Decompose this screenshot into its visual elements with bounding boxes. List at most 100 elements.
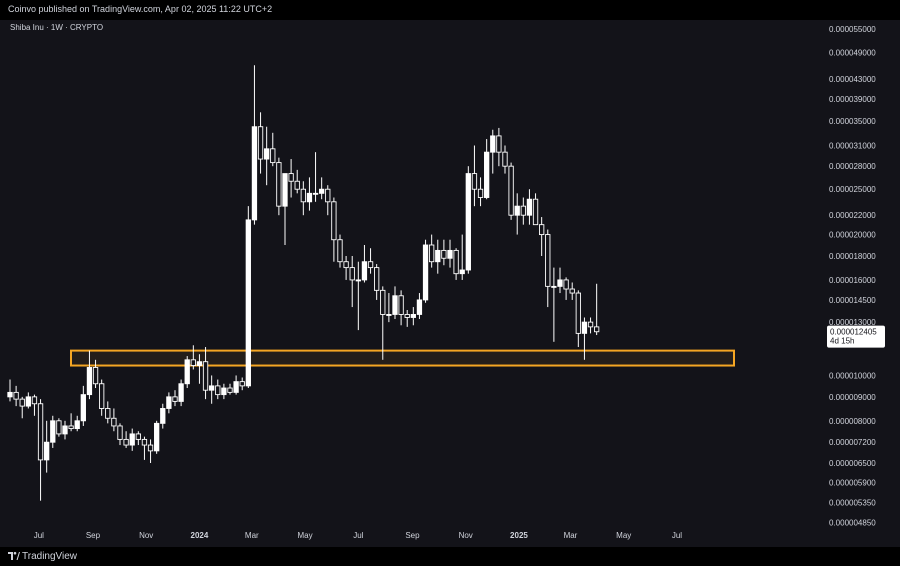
candle-body-up <box>196 361 203 366</box>
candle-body-down <box>270 148 276 164</box>
candle-body-up <box>264 148 270 160</box>
candle-body-up <box>435 249 441 263</box>
candle-body-down <box>172 396 178 402</box>
x-tick-label: Mar <box>245 531 259 540</box>
y-tick-label: 0.000013000 <box>829 318 876 327</box>
candle-body-up <box>44 441 50 461</box>
candle-body-up <box>178 383 184 402</box>
candle-body-down <box>477 188 484 198</box>
y-tick-label: 0.000055000 <box>829 25 876 34</box>
candle-body-down <box>429 244 435 263</box>
publisher-attribution: Coinvo published on TradingView.com, Apr… <box>8 4 273 14</box>
candle-body-up <box>526 198 533 216</box>
candle-body-up <box>251 126 258 221</box>
candle-body-up <box>166 396 172 409</box>
candle-body-down <box>105 408 111 419</box>
candle-body-down <box>569 288 575 294</box>
candle-body-up <box>129 433 135 446</box>
publisher-header: Coinvo published on TradingView.com, Apr… <box>0 0 900 20</box>
x-tick-label: Nov <box>139 531 153 540</box>
candle-body-down <box>496 135 502 153</box>
x-tick-label: May <box>616 531 631 540</box>
y-tick-label: 0.000016000 <box>829 276 876 285</box>
candle-body-up <box>361 261 368 281</box>
candle-body-up <box>282 173 288 207</box>
candle-body-down <box>117 425 123 440</box>
candle-body-down <box>92 367 99 385</box>
footer: TradingView <box>0 547 900 566</box>
chart-panel[interactable]: 0.000055000 0.000049000 0.000043000 0.00003… <box>0 20 900 547</box>
candle-body-up <box>551 285 557 288</box>
bar-countdown: 4d 15h <box>830 337 854 346</box>
y-tick-label: 0.000025000 <box>829 185 876 194</box>
candle-body-down <box>147 444 154 452</box>
candle-body-up <box>392 295 398 315</box>
candle-body-down <box>563 279 569 290</box>
candle-body-up <box>422 244 429 301</box>
candle-body-down <box>68 425 74 430</box>
x-tick-label: Jul <box>672 531 682 540</box>
y-tick-label: 0.000018000 <box>829 252 876 261</box>
candle-body-down <box>441 249 447 259</box>
candle-body-down <box>294 180 300 190</box>
candle-body-down <box>227 387 233 393</box>
candle-body-up <box>74 420 80 430</box>
candle-body-down <box>508 165 514 216</box>
y-tick-label: 0.000022000 <box>829 211 876 220</box>
candle-body-up <box>50 420 56 443</box>
y-tick-label: 0.000006500 <box>829 459 876 468</box>
support-zone-rect <box>70 349 735 367</box>
candle-body-down <box>276 162 282 207</box>
symbol-title[interactable]: Shiba Inu · 1W · CRYPTO <box>10 23 104 32</box>
candle-body-down <box>13 391 19 400</box>
candle-body-up <box>154 422 160 452</box>
candle-body-down <box>135 433 141 440</box>
tradingview-logo-icon[interactable] <box>8 551 20 561</box>
candle-body-down <box>239 381 245 387</box>
last-price-value: 0.000012405 <box>830 328 877 337</box>
candle-body-up <box>306 192 313 203</box>
candle-body-down <box>123 438 129 446</box>
candle-body-down <box>56 420 62 435</box>
candle-body-down <box>539 224 545 236</box>
y-tick-label: 0.000031000 <box>829 142 876 151</box>
y-tick-label: 0.000005350 <box>829 499 876 508</box>
candle-body-up <box>386 314 392 316</box>
candlestick-chart[interactable]: 0.000055000 0.000049000 0.000043000 0.00003… <box>0 20 900 547</box>
candle-body-down <box>453 249 459 275</box>
candle-body-up <box>221 387 227 396</box>
y-tick-label: 0.000049000 <box>829 48 876 57</box>
tradingview-brand[interactable]: TradingView <box>22 551 78 562</box>
candle-body-down <box>111 417 117 427</box>
candle-body-up <box>416 299 423 315</box>
candle-body-down <box>99 383 105 409</box>
candle-body-up <box>557 279 563 287</box>
last-price-badge <box>827 325 885 348</box>
candle-body-down <box>532 198 539 226</box>
y-tick-label: 0.000020000 <box>829 231 876 240</box>
candle-body-down <box>374 267 380 291</box>
candle-body-up <box>62 425 68 435</box>
candle-body-up <box>80 394 86 422</box>
x-tick-label: Sep <box>86 531 101 540</box>
candle-body-down <box>520 205 526 216</box>
candle-body-up <box>209 385 215 391</box>
candle-body-up <box>465 173 471 271</box>
candle-body-up <box>7 391 13 398</box>
y-tick-label: 0.000009000 <box>829 393 876 402</box>
candle-body-down <box>343 261 349 269</box>
candle-body-down <box>215 385 221 396</box>
y-tick-label: 0.000035000 <box>829 117 876 126</box>
y-tick-label: 0.000014500 <box>829 296 876 305</box>
y-tick-label: 0.000004850 <box>829 519 876 528</box>
candle-body-up <box>25 396 31 407</box>
x-tick-label: Jul <box>34 531 44 540</box>
y-tick-label: 0.000008000 <box>829 417 876 426</box>
candle-body-up <box>410 314 416 318</box>
candle-body-down <box>502 151 508 167</box>
candle-body-down <box>545 234 551 287</box>
candle-body-up <box>184 359 190 385</box>
candle-body-down <box>190 359 196 366</box>
x-tick-label: Jul <box>353 531 363 540</box>
candle-body-down <box>471 173 478 190</box>
